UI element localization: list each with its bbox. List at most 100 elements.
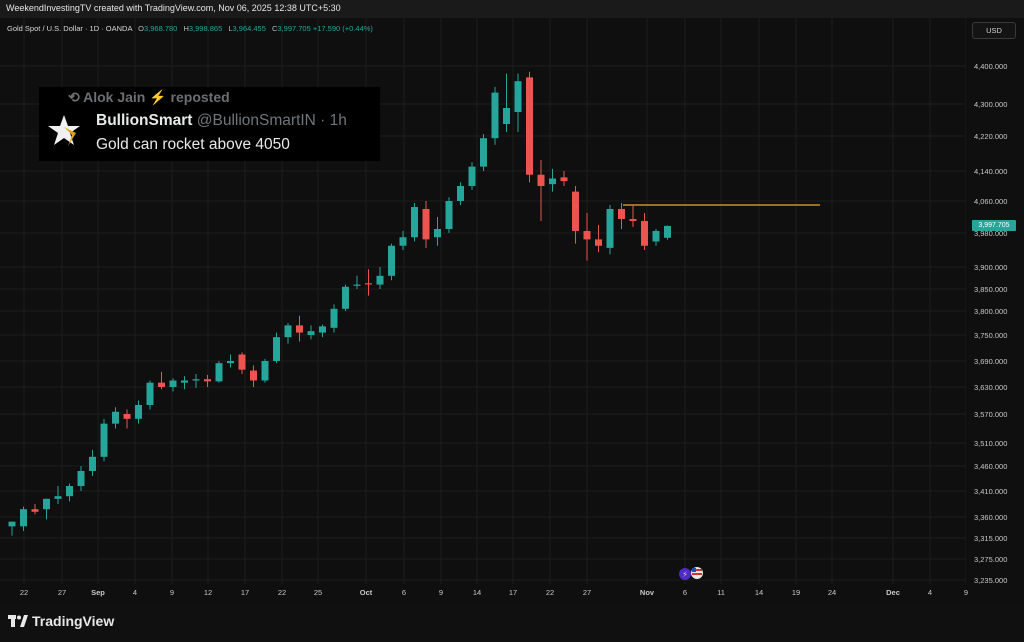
- candle-body[interactable]: [365, 283, 372, 285]
- candle-body[interactable]: [411, 207, 418, 238]
- candle-body[interactable]: [629, 219, 637, 221]
- candle-body[interactable]: [491, 92, 499, 139]
- candle-body[interactable]: [503, 108, 510, 124]
- candle-body[interactable]: [422, 209, 430, 240]
- candle-body[interactable]: [399, 237, 407, 246]
- tweet-author[interactable]: BullionSmart: [96, 112, 193, 129]
- candle-body[interactable]: [595, 239, 602, 246]
- time-axis-background: [0, 584, 1024, 602]
- price-axis[interactable]: 4,400.000 4,300.000 4,220.000 4,140.000 4,06…: [966, 18, 1024, 602]
- x-tick-label: 9: [964, 588, 968, 597]
- candles-group: [8, 71, 671, 536]
- candle-body[interactable]: [549, 178, 556, 185]
- candle-body[interactable]: [227, 361, 234, 364]
- y-tick-label: 4,220.000: [974, 132, 1007, 141]
- close-label: C: [271, 24, 278, 33]
- candle-body[interactable]: [135, 405, 142, 419]
- candle-body[interactable]: [526, 77, 533, 175]
- x-tick-label: 27: [58, 588, 66, 597]
- candle-body[interactable]: [307, 331, 315, 335]
- x-tick-label: Oct: [360, 588, 373, 597]
- y-tick-label: 3,460.000: [974, 462, 1007, 471]
- x-tick-label: 6: [683, 588, 687, 597]
- candle-body[interactable]: [664, 225, 671, 238]
- event-icons[interactable]: ⚡: [679, 567, 703, 580]
- candle-body[interactable]: [89, 456, 96, 471]
- candle-body[interactable]: [388, 245, 395, 276]
- candle-body[interactable]: [319, 326, 326, 333]
- candle-body[interactable]: [273, 337, 280, 361]
- candlestick-chart[interactable]: 4,400.000 4,300.000 4,220.000 4,140.000 4,06…: [0, 18, 1024, 602]
- candle-body[interactable]: [146, 382, 154, 405]
- lightning-event-icon[interactable]: [679, 568, 691, 580]
- candle-body[interactable]: [238, 354, 246, 370]
- candle-body[interactable]: [192, 379, 200, 381]
- price-axis-background: [966, 18, 1024, 602]
- x-tick-label: 11: [717, 588, 725, 597]
- candle-body[interactable]: [123, 414, 131, 419]
- candle-body[interactable]: [480, 138, 487, 167]
- y-tick-label: 3,900.000: [974, 263, 1007, 272]
- candle-body[interactable]: [8, 521, 16, 527]
- x-tick-label: Sep: [91, 588, 105, 597]
- candle-body[interactable]: [468, 166, 476, 186]
- candle-body[interactable]: [618, 209, 625, 219]
- candle-body[interactable]: [652, 231, 660, 242]
- candle-body[interactable]: [31, 509, 39, 512]
- candle-body[interactable]: [353, 284, 361, 286]
- candle-body[interactable]: [169, 380, 177, 388]
- candle-body[interactable]: [77, 471, 85, 486]
- candle-body[interactable]: [43, 498, 50, 510]
- candle-body[interactable]: [284, 325, 292, 338]
- x-tick-label: 24: [828, 588, 836, 597]
- lightning-glyph-icon: ⚡: [682, 570, 688, 579]
- tradingview-logo[interactable]: TradingView: [8, 613, 114, 629]
- candle-body[interactable]: [261, 361, 269, 381]
- candle-body[interactable]: [112, 411, 119, 424]
- candle-body[interactable]: [330, 308, 338, 328]
- candle-body[interactable]: [572, 191, 579, 231]
- candle-body[interactable]: [204, 379, 211, 382]
- candle-body[interactable]: [100, 423, 108, 457]
- symbol-title[interactable]: Gold Spot / U.S. Dollar · 1D · OANDA: [7, 24, 133, 33]
- footer-bar: TradingView: [0, 602, 1024, 642]
- candle-body[interactable]: [641, 221, 648, 246]
- y-tick-label: 3,235.000: [974, 576, 1007, 585]
- y-tick-label: 3,850.000: [974, 285, 1007, 294]
- y-tick-label: 3,275.000: [974, 555, 1007, 564]
- candle-body[interactable]: [250, 370, 257, 381]
- candle-body[interactable]: [66, 486, 73, 497]
- candle-body[interactable]: [514, 81, 522, 112]
- candle-body[interactable]: [583, 231, 591, 240]
- candle-body[interactable]: [606, 209, 614, 248]
- x-tick-label: 22: [20, 588, 28, 597]
- candle-body[interactable]: [560, 177, 568, 182]
- brand-name: TradingView: [32, 613, 115, 629]
- time-axis[interactable]: 22 27 Sep 4 9 12 17 22 25 Oct 6 9 14 17 22 27 Nov 6 11 14 19…: [0, 584, 1024, 602]
- x-tick-label: Dec: [886, 588, 900, 597]
- candle-body[interactable]: [537, 174, 545, 186]
- candle-body[interactable]: [158, 382, 165, 387]
- candle-body[interactable]: [342, 286, 349, 309]
- y-tick-label: 4,300.000: [974, 100, 1007, 109]
- x-tick-label: Nov: [640, 588, 655, 597]
- x-tick-label: 22: [546, 588, 554, 597]
- change-value: +17.590 (+0.44%): [312, 24, 373, 33]
- watermark-caption: WeekendInvestingTV created with TradingV…: [6, 3, 341, 13]
- repost-line: ⟲ Alok Jain ⚡ reposted: [68, 89, 230, 106]
- candle-body[interactable]: [445, 201, 453, 229]
- candle-body[interactable]: [296, 325, 303, 333]
- star-logo-icon: [48, 115, 80, 145]
- candle-body[interactable]: [20, 509, 27, 527]
- candle-body[interactable]: [434, 229, 441, 238]
- candle-body[interactable]: [457, 186, 464, 201]
- x-tick-label: 14: [755, 588, 763, 597]
- low-value: 3,964.455: [232, 24, 266, 33]
- low-label: L: [228, 24, 233, 33]
- candle-body[interactable]: [376, 275, 384, 285]
- candle-body[interactable]: [181, 380, 188, 383]
- candle-body[interactable]: [54, 496, 62, 499]
- candle-body[interactable]: [215, 363, 223, 382]
- currency-button[interactable]: USD: [972, 22, 1016, 39]
- high-label: H: [183, 24, 189, 33]
